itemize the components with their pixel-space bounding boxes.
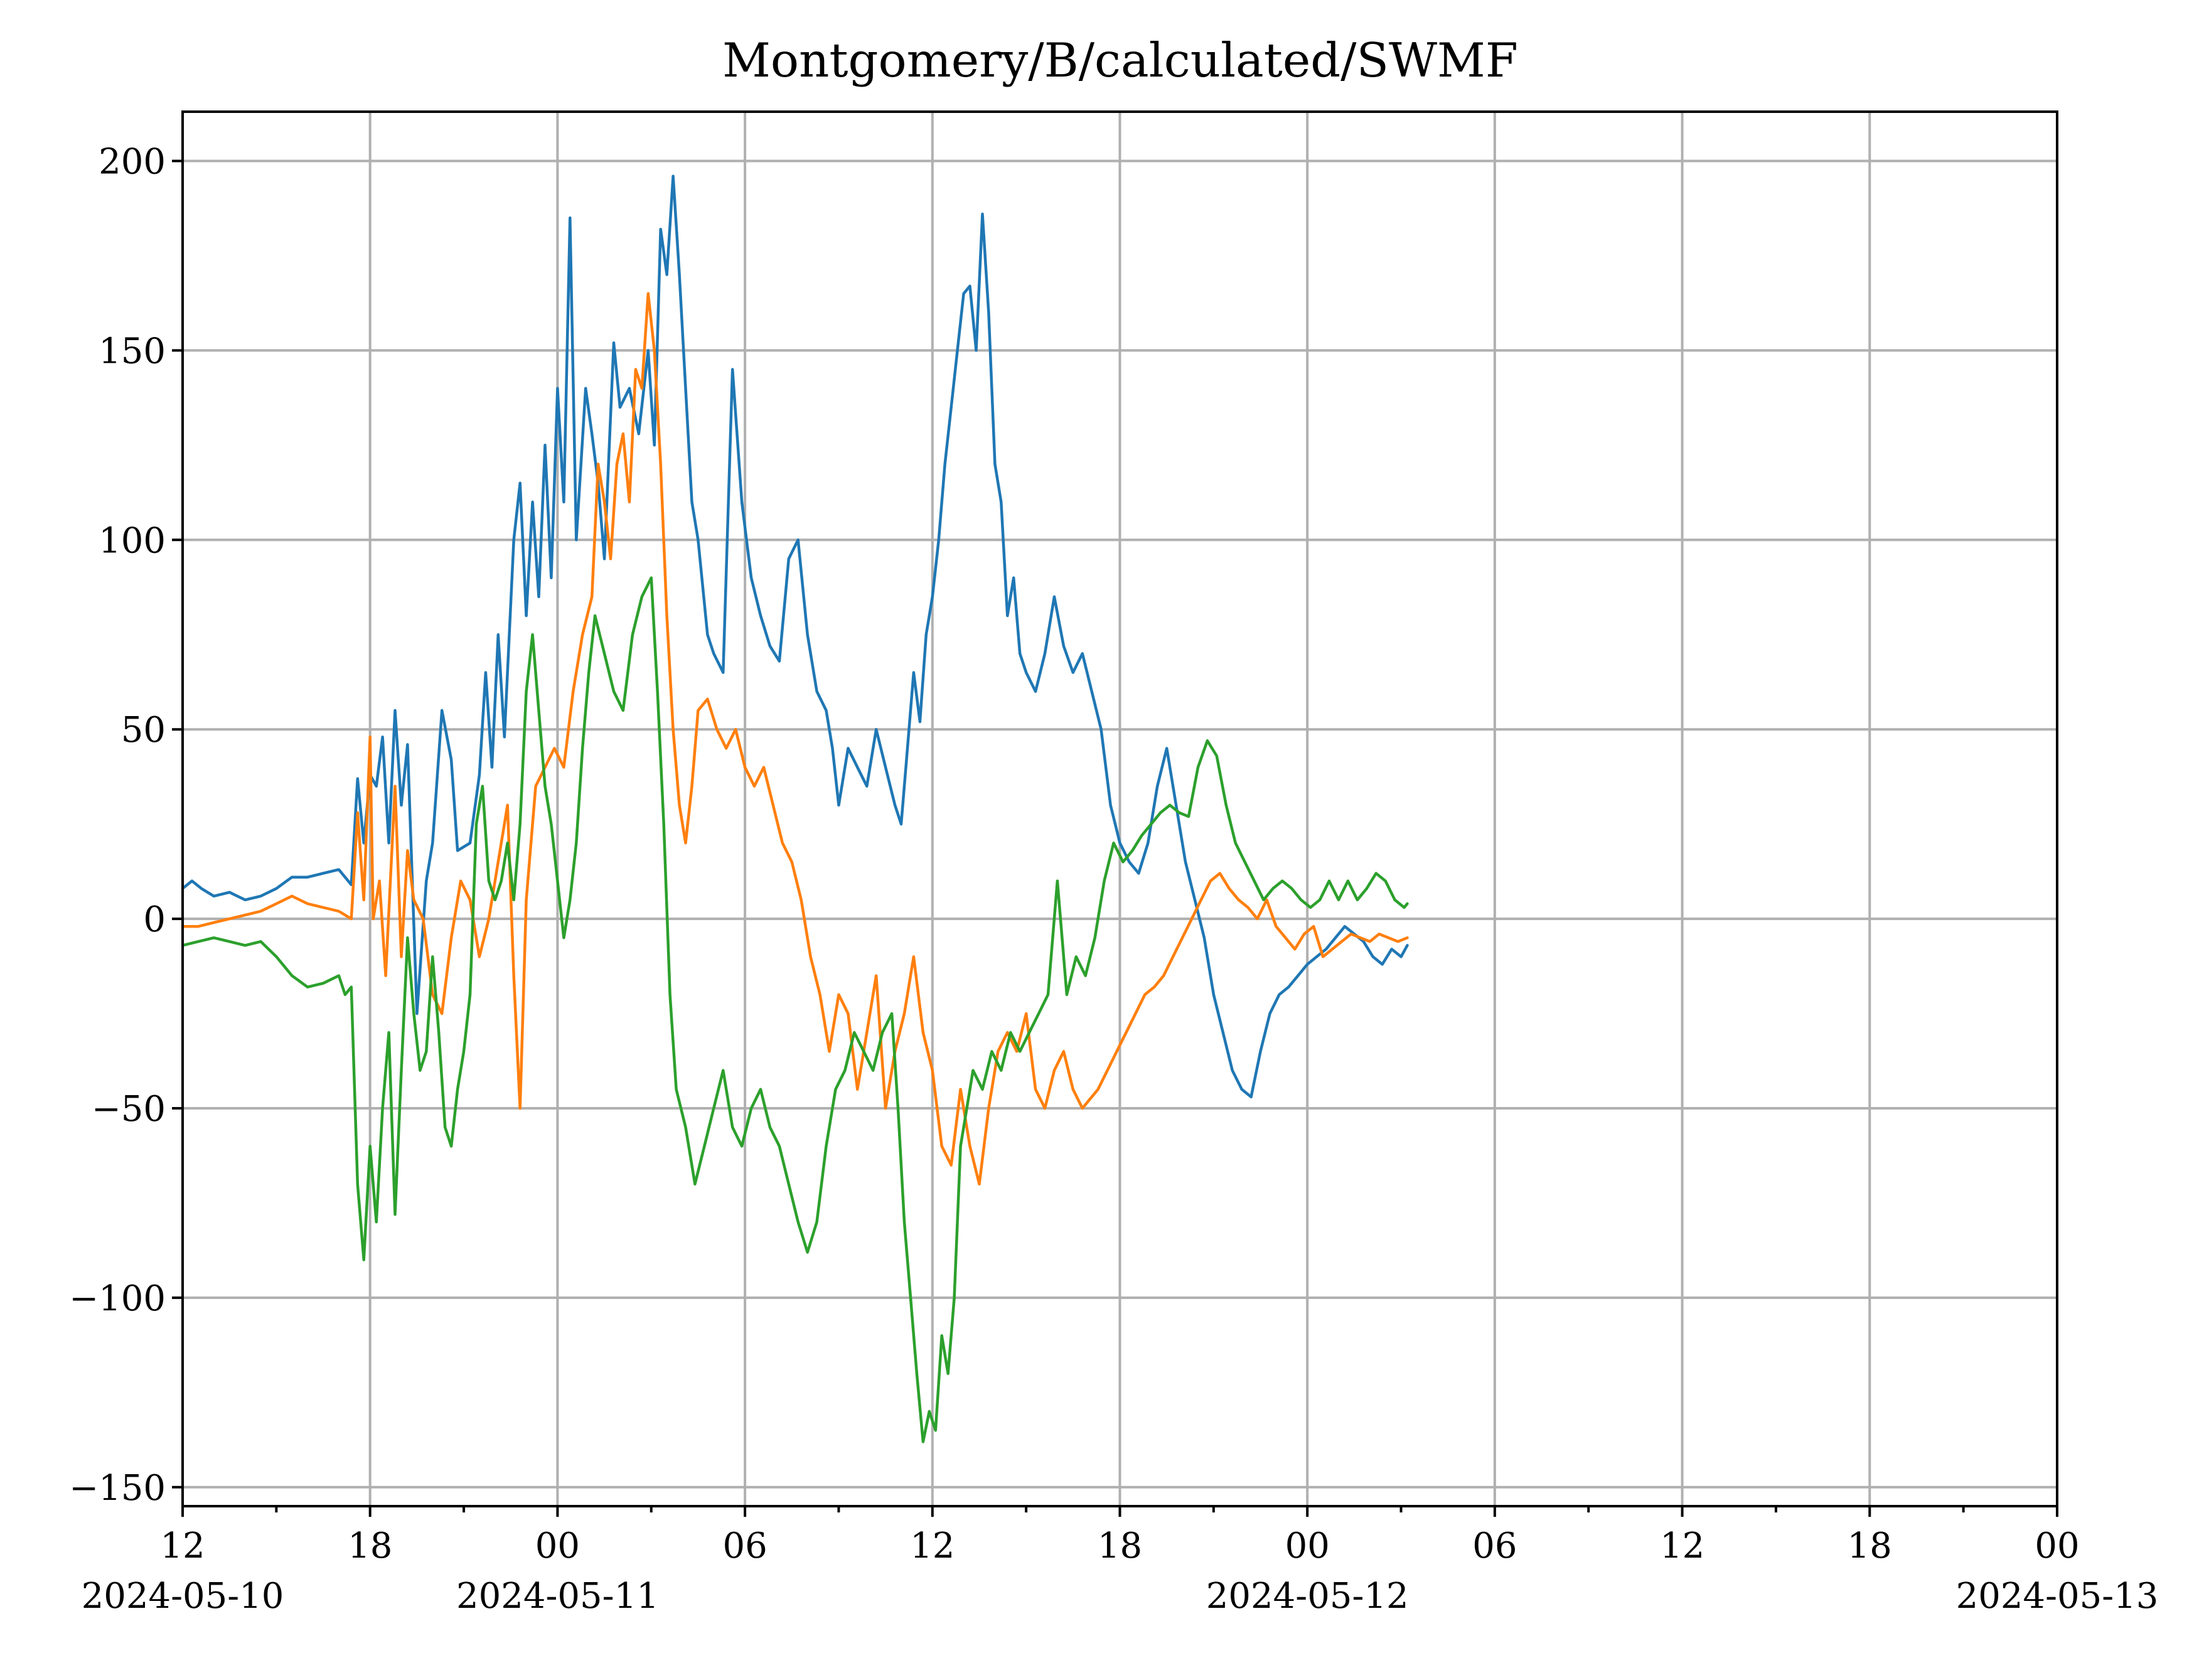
x-tick-label: 00 [535, 1526, 580, 1566]
series-line-3 [181, 576, 1409, 1443]
series-layer [181, 174, 1409, 1443]
y-tick-label: −150 [69, 1468, 166, 1509]
y-tick-label: 200 [99, 141, 166, 182]
grid [181, 112, 2058, 1506]
x-tick-label: 18 [348, 1526, 392, 1566]
tick-labels: 200 150 100 50 0 −50 −100 −150 12 2024-05-10 18 00 2… [69, 141, 2158, 1617]
x-tick-label: 12 [910, 1526, 955, 1566]
y-tick-label: 0 [143, 899, 166, 940]
chart-title: Montgomery/B/calculated/SWMF [722, 33, 1518, 88]
x-date-label: 2024-05-13 [1956, 1576, 2159, 1617]
series-line-2 [181, 292, 1409, 1186]
x-tick-label: 06 [722, 1526, 767, 1566]
y-tick-label: −50 [92, 1089, 166, 1130]
ticks [172, 159, 2058, 1517]
x-tick-label: 06 [1472, 1526, 1517, 1566]
y-tick-label: 150 [99, 331, 166, 372]
x-tick-label: 00 [1285, 1526, 1330, 1566]
y-tick-label: 50 [121, 710, 166, 751]
x-tick-label: 12 [160, 1526, 205, 1566]
y-tick-label: 100 [99, 520, 166, 561]
x-tick-label: 12 [1660, 1526, 1704, 1566]
x-date-label: 2024-05-10 [82, 1576, 284, 1617]
x-date-label: 2024-05-11 [456, 1576, 659, 1617]
y-tick-label: −100 [69, 1278, 166, 1319]
x-tick-label: 00 [2035, 1526, 2079, 1566]
x-tick-label: 18 [1098, 1526, 1142, 1566]
x-date-label: 2024-05-12 [1206, 1576, 1409, 1617]
x-tick-label: 18 [1848, 1526, 1892, 1566]
series-line-1 [181, 174, 1409, 1099]
